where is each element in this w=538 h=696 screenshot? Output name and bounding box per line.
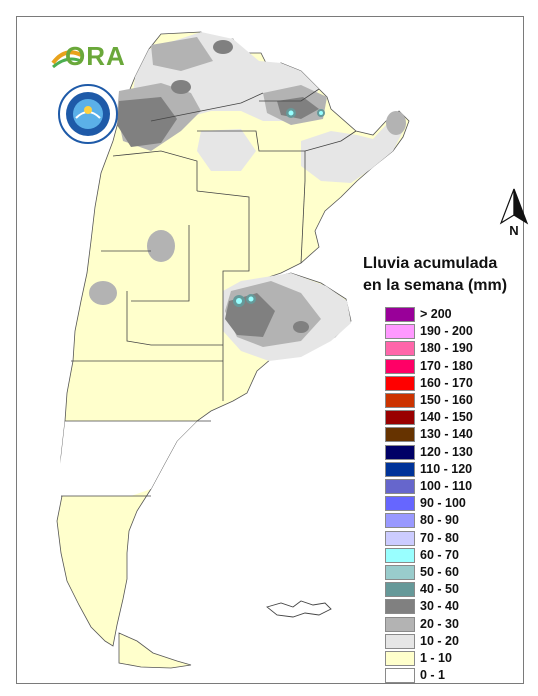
legend-swatch bbox=[385, 530, 415, 546]
legend-label: 70 - 80 bbox=[420, 530, 459, 545]
legend-swatch bbox=[385, 582, 415, 598]
smn-seal-icon bbox=[58, 84, 118, 144]
legend-item: 100 - 110 bbox=[385, 478, 535, 495]
ora-logo-text: ORA bbox=[65, 41, 126, 71]
legend-item: 50 - 60 bbox=[385, 564, 535, 581]
legend-item: 130 - 140 bbox=[385, 426, 535, 443]
legend-title-line2: en la semana (mm) bbox=[363, 277, 508, 294]
legend-label: 20 - 30 bbox=[420, 616, 459, 631]
legend-swatch bbox=[385, 393, 415, 408]
legend-swatch bbox=[385, 616, 415, 632]
legend-item: 90 - 100 bbox=[385, 495, 535, 512]
legend-swatch bbox=[385, 513, 415, 529]
legend-item: 150 - 160 bbox=[385, 392, 535, 409]
legend-swatch bbox=[385, 461, 415, 477]
legend-swatch bbox=[385, 599, 415, 615]
legend-label: 30 - 40 bbox=[420, 599, 459, 614]
legend-label: 120 - 130 bbox=[420, 444, 473, 459]
legend-label: 50 - 60 bbox=[420, 565, 459, 579]
legend-item: 40 - 50 bbox=[385, 581, 535, 598]
legend-swatch bbox=[385, 324, 415, 340]
legend-label: 160 - 170 bbox=[420, 375, 473, 390]
legend-swatch bbox=[385, 633, 415, 649]
legend-swatch bbox=[385, 496, 415, 512]
legend-label: 130 - 140 bbox=[420, 427, 473, 442]
legend-swatch bbox=[385, 307, 415, 322]
north-arrow-icon: N bbox=[499, 188, 529, 237]
ora-swoosh-icon bbox=[51, 50, 81, 69]
legend-swatch bbox=[385, 341, 415, 357]
legend-item: 120 - 130 bbox=[385, 444, 535, 461]
legend-label: 40 - 50 bbox=[420, 582, 459, 597]
legend-label: 170 - 180 bbox=[420, 358, 473, 373]
legend-swatch bbox=[385, 668, 415, 684]
malvinas-islands bbox=[266, 600, 332, 618]
legend-item: 60 - 70 bbox=[385, 547, 535, 564]
legend-swatch bbox=[385, 547, 415, 563]
legend-title: Lluvia acumulada en la semana (mm) bbox=[363, 253, 533, 297]
legend-item: 10 - 20 bbox=[385, 633, 535, 650]
legend-label: 110 - 120 bbox=[420, 461, 473, 476]
legend-swatch bbox=[385, 444, 415, 460]
legend-label: 10 - 20 bbox=[420, 633, 459, 648]
legend-item: 70 - 80 bbox=[385, 530, 535, 547]
legend-swatch bbox=[385, 479, 415, 494]
argentina-rainfall-map bbox=[56, 31, 410, 669]
legend-item: 110 - 120 bbox=[385, 461, 535, 478]
legend-label: 0 - 1 bbox=[420, 668, 446, 683]
legend-label: 150 - 160 bbox=[420, 393, 473, 407]
legend-swatch bbox=[385, 375, 415, 391]
legend-label: 90 - 100 bbox=[420, 496, 466, 511]
legend-item: 170 - 180 bbox=[385, 358, 535, 375]
legend-label: 180 - 190 bbox=[420, 341, 473, 356]
legend-swatch bbox=[385, 427, 415, 443]
legend-item: 0 - 1 bbox=[385, 667, 535, 684]
legend-label: 100 - 110 bbox=[420, 479, 473, 493]
legend-swatch bbox=[385, 358, 415, 374]
legend-label: 60 - 70 bbox=[420, 547, 459, 562]
legend-label: 140 - 150 bbox=[420, 410, 473, 425]
legend-item: > 200 bbox=[385, 306, 535, 323]
tierra-del-fuego bbox=[118, 632, 192, 669]
legend-item: 1 - 10 bbox=[385, 650, 535, 667]
legend-label: 1 - 10 bbox=[420, 651, 452, 665]
legend-item: 80 - 90 bbox=[385, 512, 535, 529]
legend-label: 190 - 200 bbox=[420, 324, 473, 339]
legend-item: 30 - 40 bbox=[385, 598, 535, 615]
legend-item: 20 - 30 bbox=[385, 616, 535, 633]
legend-label: > 200 bbox=[420, 307, 452, 321]
legend-swatch bbox=[385, 410, 415, 426]
legend-title-line1: Lluvia acumulada bbox=[363, 255, 498, 272]
legend-item: 190 - 200 bbox=[385, 323, 535, 340]
legend-item: 140 - 150 bbox=[385, 409, 535, 426]
legend-swatch bbox=[385, 565, 415, 580]
map-frame: ORA N Lluvia acumulada en la semana (mm)… bbox=[16, 16, 529, 684]
legend-swatch bbox=[385, 651, 415, 666]
legend-item: 180 - 190 bbox=[385, 340, 535, 357]
legend-label: 80 - 90 bbox=[420, 513, 459, 528]
legend-item: 160 - 170 bbox=[385, 375, 535, 392]
north-label: N bbox=[509, 223, 518, 237]
